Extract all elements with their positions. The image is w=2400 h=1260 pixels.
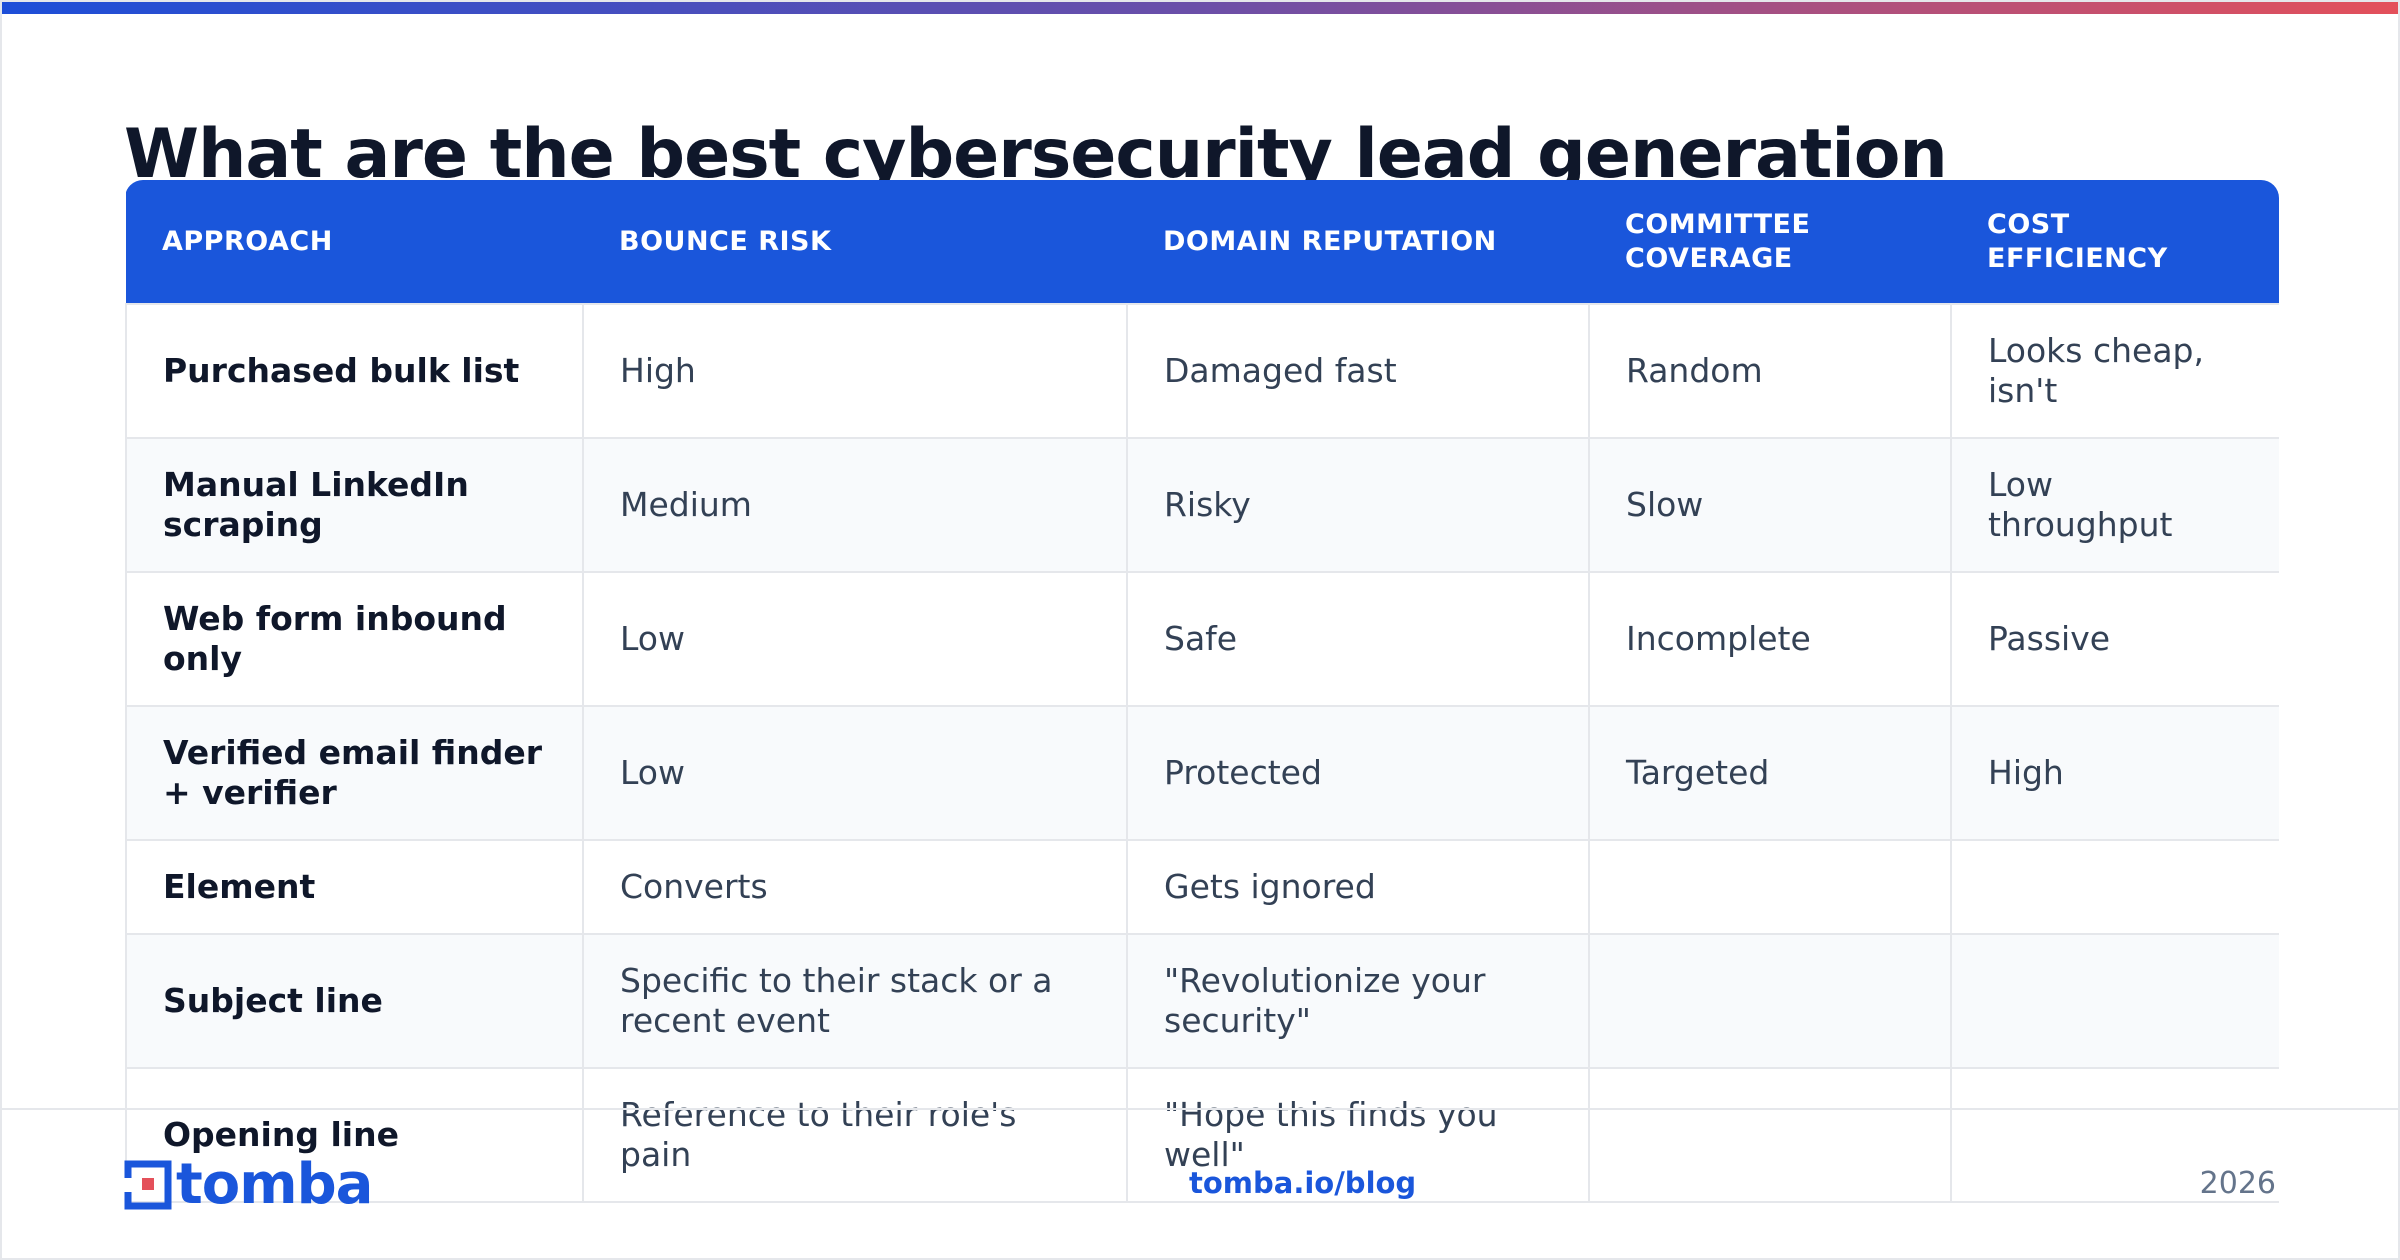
table-cell: Looks cheap, isn't <box>1950 303 2279 439</box>
table-cell <box>1588 1067 1952 1203</box>
table-cell: Low <box>582 705 1128 841</box>
table-cell <box>1588 839 1952 935</box>
gradient-top-bar <box>2 2 2398 14</box>
table-row: Opening line Reference to their role's p… <box>125 1067 2279 1203</box>
blog-link[interactable]: tomba.io/blog <box>1189 1166 1417 1200</box>
table-cell: Specific to their stack or a recent even… <box>582 933 1128 1069</box>
header-cost-efficiency: COST EFFICIENCY <box>1951 180 2279 304</box>
table-row: Subject line Specific to their stack or … <box>125 933 2279 1069</box>
table-header: APPROACH BOUNCE RISK DOMAIN REPUTATION C… <box>126 180 2279 304</box>
table-cell: Targeted <box>1588 705 1952 841</box>
table-cell: Verified email finder + verifier <box>125 705 584 841</box>
title-container: What are the best cybersecurity lead gen… <box>124 110 2284 180</box>
table-cell: Web form inbound only <box>125 571 584 707</box>
table-row: Web form inbound only Low Safe Incomplet… <box>125 571 2279 707</box>
page-title: What are the best cybersecurity lead gen… <box>124 115 1948 180</box>
header-bounce-risk: BOUNCE RISK <box>583 180 1127 304</box>
table-cell <box>1588 933 1952 1069</box>
table-cell: Safe <box>1126 571 1590 707</box>
table-cell: "Revolutionize your security" <box>1126 933 1590 1069</box>
header-domain-reputation: DOMAIN REPUTATION <box>1127 180 1589 304</box>
table-cell: High <box>582 303 1128 439</box>
table-cell: Protected <box>1126 705 1590 841</box>
footer-divider <box>2 1108 2398 1110</box>
table-cell: Damaged fast <box>1126 303 1590 439</box>
table-cell: Medium <box>582 437 1128 573</box>
table-cell: High <box>1950 705 2279 841</box>
table-cell: Incomplete <box>1588 571 1952 707</box>
table-cell <box>1950 1067 2279 1203</box>
table-cell: Reference to their role's pain <box>582 1067 1128 1203</box>
logo-text: tomba <box>176 1152 373 1217</box>
table-cell: Passive <box>1950 571 2279 707</box>
table-cell <box>1950 933 2279 1069</box>
table-body: Purchased bulk list High Damaged fast Ra… <box>125 303 2279 1203</box>
comparison-table: APPROACH BOUNCE RISK DOMAIN REPUTATION C… <box>125 180 2279 1203</box>
table-cell: Low throughput <box>1950 437 2279 573</box>
table-cell: Converts <box>582 839 1128 935</box>
table-row: Verified email finder + verifier Low Pro… <box>125 705 2279 841</box>
table-cell: Gets ignored <box>1126 839 1590 935</box>
tomba-logo-icon <box>124 1160 172 1210</box>
table-cell: Slow <box>1588 437 1952 573</box>
table-cell: Risky <box>1126 437 1590 573</box>
year-label: 2026 <box>2199 1166 2276 1201</box>
header-approach: APPROACH <box>126 180 583 304</box>
table-cell <box>1950 839 2279 935</box>
table-row: Element Converts Gets ignored <box>125 839 2279 935</box>
table-row: Manual LinkedIn scraping Medium Risky Sl… <box>125 437 2279 573</box>
table-cell: Subject line <box>125 933 584 1069</box>
table-cell: Opening line <box>125 1067 584 1203</box>
table-cell: Purchased bulk list <box>125 303 584 439</box>
comparison-table-container: APPROACH BOUNCE RISK DOMAIN REPUTATION C… <box>125 180 2279 1204</box>
table-cell: "Hope this finds you well" <box>1126 1067 1590 1203</box>
table-header-row: APPROACH BOUNCE RISK DOMAIN REPUTATION C… <box>126 180 2279 304</box>
header-committee-coverage: COMMITTEE COVERAGE <box>1589 180 1951 304</box>
tomba-logo[interactable]: tomba <box>124 1152 373 1217</box>
table-cell: Random <box>1588 303 1952 439</box>
table-cell: Element <box>125 839 584 935</box>
table-cell: Low <box>582 571 1128 707</box>
table-row: Purchased bulk list High Damaged fast Ra… <box>125 303 2279 439</box>
table-cell: Manual LinkedIn scraping <box>125 437 584 573</box>
